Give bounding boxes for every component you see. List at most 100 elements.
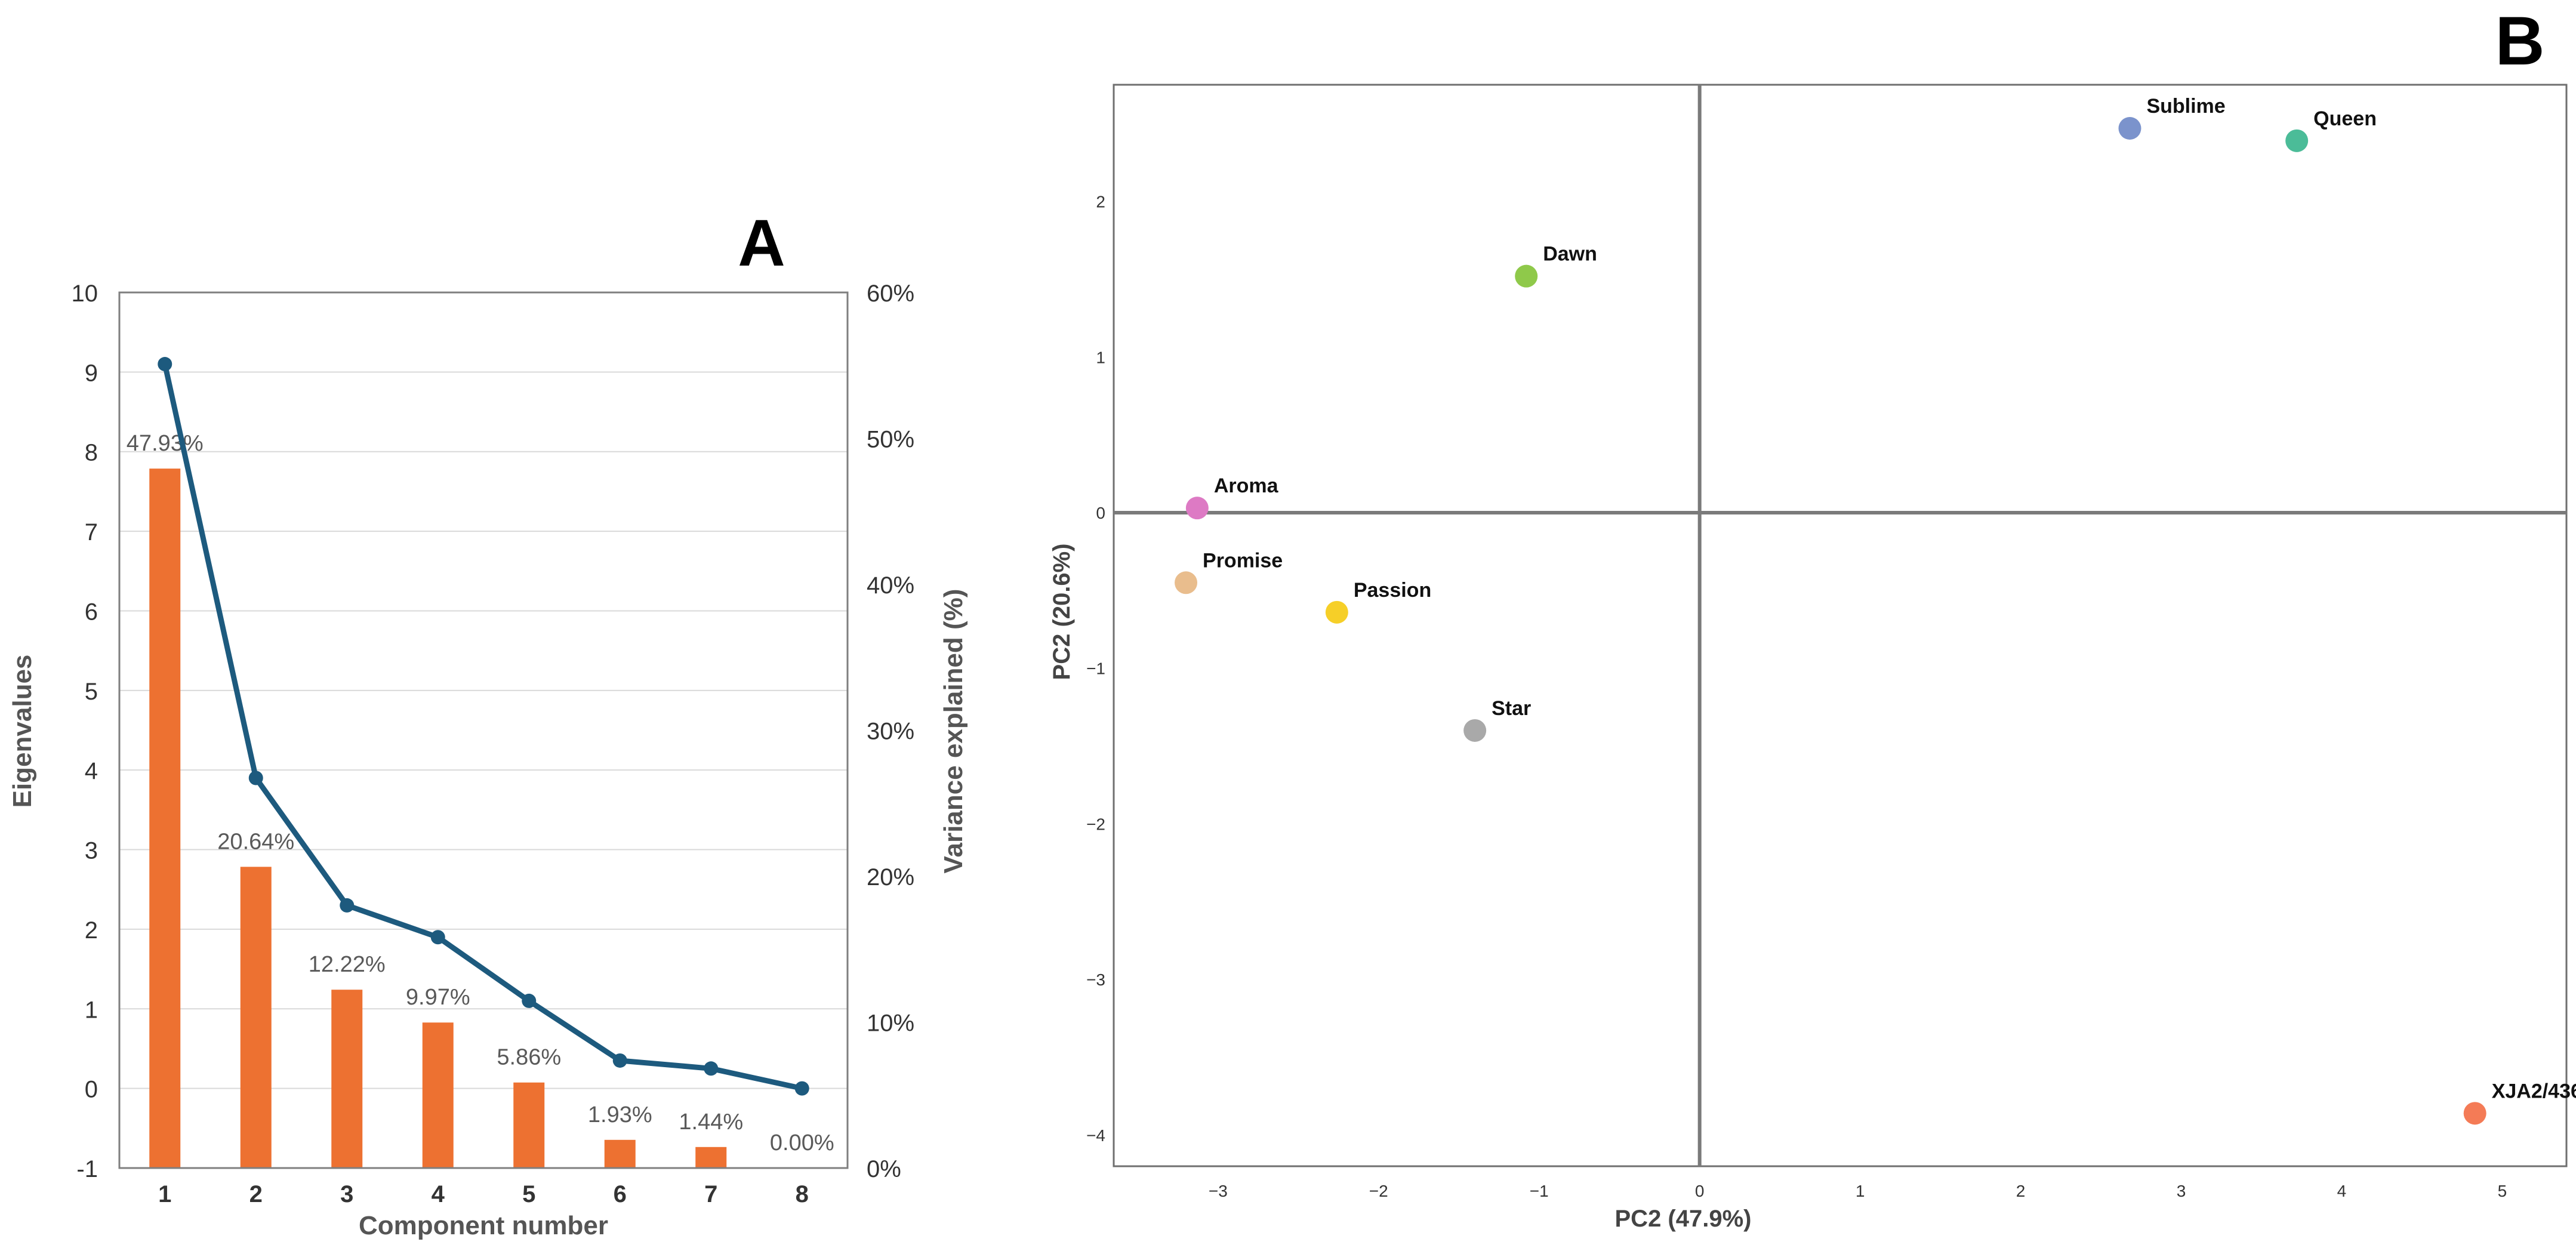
a-y-tick-label: 7 [85, 519, 98, 546]
panel-b-chart: B −3 −2 −1 0 1 2 3 4 5 2 1 0 −1 −2 −3 −4 Sublime Queen D… [1049, 3, 2576, 1232]
b-x-tick-label: 1 [1856, 1182, 1865, 1200]
a-y-tick-labels: -1 0 1 2 3 4 5 6 7 8 9 10 [72, 281, 98, 1182]
b-x-tick-label: 3 [2177, 1182, 2186, 1200]
a-gridlines [119, 371, 848, 1089]
a-eigenvalue-marker [612, 1053, 627, 1068]
b-y-tick-label: −3 [1086, 970, 1105, 989]
a-bar-data-label: 20.64% [217, 829, 294, 854]
b-point-label: Promise [1203, 549, 1283, 572]
b-point-marker [1515, 264, 1538, 288]
b-point-marker [2463, 1102, 2486, 1125]
b-y-axis-title: PC2 (20.6%) [1049, 544, 1075, 680]
b-x-tick-label: 5 [2498, 1182, 2507, 1200]
a-y-tick-label: 3 [85, 838, 98, 864]
b-x-tick-labels: −3 −2 −1 0 1 2 3 4 5 [1209, 1182, 2507, 1200]
b-point-label: Dawn [1543, 243, 1597, 266]
a-eigenvalue-marker [522, 993, 537, 1008]
a-bar [331, 990, 363, 1168]
b-x-tick-label: 2 [2016, 1182, 2026, 1200]
a-x-tick-label: 7 [704, 1181, 717, 1207]
b-x-tick-label: −1 [1530, 1182, 1549, 1200]
a-y-tick-label: 0 [85, 1077, 98, 1103]
a-x-axis-title: Component number [359, 1211, 608, 1240]
a-eigenvalue-marker [158, 357, 172, 372]
b-point-marker [1463, 719, 1487, 742]
a-y-tick-label: 5 [85, 679, 98, 705]
b-point-label: Aroma [1214, 474, 1279, 497]
a-y-tick-label: 8 [85, 440, 98, 466]
a-bars [149, 469, 727, 1168]
b-quadrant-lines [1114, 85, 2566, 1166]
a-y-tick-label: 4 [85, 758, 98, 784]
a-x-tick-label: 3 [340, 1181, 353, 1207]
b-y-tick-label: −2 [1086, 815, 1105, 833]
a-x-tick-label: 2 [249, 1181, 263, 1207]
b-point-marker [1175, 571, 1198, 594]
b-y-tick-label: −4 [1086, 1126, 1105, 1145]
b-point-marker [2285, 129, 2309, 152]
a-eigenvalue-marker [704, 1061, 719, 1076]
b-x-axis-title: PC2 (47.9%) [1615, 1206, 1752, 1232]
a-y2-tick-label: 10% [867, 1010, 914, 1037]
a-x-tick-label: 6 [614, 1181, 627, 1207]
a-bar-labels: 47.93% 20.64% 12.22% 9.97% 5.86% 1.93% 1.44% 0.… [127, 431, 834, 1155]
a-eigenvalue-marker [248, 771, 263, 785]
b-x-tick-label: 4 [2337, 1182, 2347, 1200]
b-point-label: Sublime [2146, 95, 2225, 118]
a-bar [240, 867, 272, 1168]
a-y2-tick-label: 0% [867, 1156, 901, 1182]
b-y-tick-label: 2 [1096, 193, 1105, 211]
a-eigenvalue-line [158, 357, 809, 1096]
b-x-tick-label: 0 [1695, 1182, 1705, 1200]
b-point-label: XJA2/436 [2492, 1080, 2576, 1102]
b-y-tick-label: 1 [1096, 348, 1105, 366]
a-y-tick-label: -1 [76, 1156, 98, 1182]
a-bar [149, 469, 181, 1168]
a-eigenvalue-marker [794, 1081, 809, 1096]
a-bar-data-label: 5.86% [497, 1045, 561, 1070]
a-y-tick-label: 1 [85, 997, 98, 1023]
b-point-marker [2118, 117, 2141, 140]
a-y-tick-label: 2 [85, 917, 98, 944]
a-eigenvalue-marker [340, 898, 355, 913]
a-y2-tick-labels: 0% 10% 20% 30% 40% 50% 60% [867, 281, 914, 1182]
b-point-label: Queen [2313, 107, 2377, 130]
a-y-tick-label: 10 [72, 281, 98, 307]
a-x-tick-label: 4 [432, 1181, 445, 1207]
panel-b-label: B [2495, 3, 2544, 79]
a-y2-tick-label: 20% [867, 864, 914, 890]
a-y2-tick-label: 40% [867, 572, 914, 599]
b-y-tick-label: 0 [1096, 504, 1105, 522]
a-y-tick-label: 9 [85, 360, 98, 386]
a-eigenvalue-polyline [162, 363, 803, 1092]
a-plot-frame [118, 291, 849, 1169]
panel-a-label: A [738, 207, 785, 280]
b-point-label: Star [1492, 697, 1531, 720]
a-y2-axis-title: Variance explained (%) [939, 589, 968, 874]
a-x-tick-label: 5 [522, 1181, 535, 1207]
a-y-tick-label: 6 [85, 599, 98, 625]
b-x-tick-label: −2 [1369, 1182, 1388, 1200]
a-bar [695, 1147, 727, 1168]
a-bar-data-label: 12.22% [309, 952, 386, 977]
a-x-tick-label: 8 [796, 1181, 809, 1207]
a-y2-tick-label: 60% [867, 281, 914, 307]
b-point-label: Passion [1354, 579, 1431, 602]
b-y-tick-labels: 2 1 0 −1 −2 −3 −4 [1086, 193, 1105, 1145]
a-bar [604, 1139, 636, 1168]
a-bar-data-label: 47.93% [127, 431, 204, 456]
b-point-marker [1325, 600, 1348, 624]
b-x-tick-label: −3 [1209, 1182, 1228, 1200]
a-eigenvalue-marker [430, 930, 445, 945]
a-bar-data-label: 9.97% [406, 985, 470, 1010]
b-point-marker [1185, 497, 1209, 520]
a-bar-data-label: 0.00% [770, 1130, 834, 1155]
a-y-axis-title: Eigenvalues [8, 655, 37, 808]
a-bar [422, 1022, 454, 1168]
a-bar-data-label: 1.93% [588, 1102, 652, 1127]
a-x-tick-label: 1 [158, 1181, 171, 1207]
a-bar [513, 1082, 545, 1168]
a-y2-tick-label: 50% [867, 427, 914, 453]
a-y2-tick-label: 30% [867, 719, 914, 745]
